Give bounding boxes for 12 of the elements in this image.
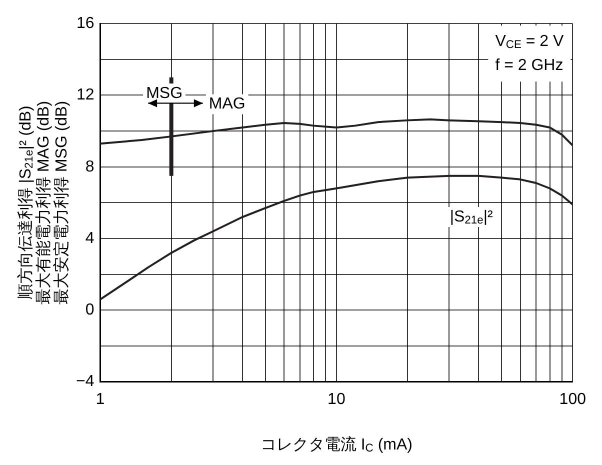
y-tick-label: −4	[76, 373, 94, 390]
y-tick-label: 12	[76, 86, 94, 104]
x-tick-label: 10	[328, 390, 346, 408]
annotation: MAG	[208, 96, 246, 113]
annotation: MSG	[146, 84, 183, 102]
x-tick-label: 1	[96, 390, 105, 408]
y-tick-label: 8	[85, 158, 94, 176]
y-tick-label: 0	[85, 302, 94, 319]
y-tick-label: 16	[76, 15, 94, 32]
y-tick-label: 4	[85, 230, 94, 247]
x-tick-label: 100	[559, 390, 586, 408]
annotation: f = 2 GHz	[495, 57, 564, 74]
